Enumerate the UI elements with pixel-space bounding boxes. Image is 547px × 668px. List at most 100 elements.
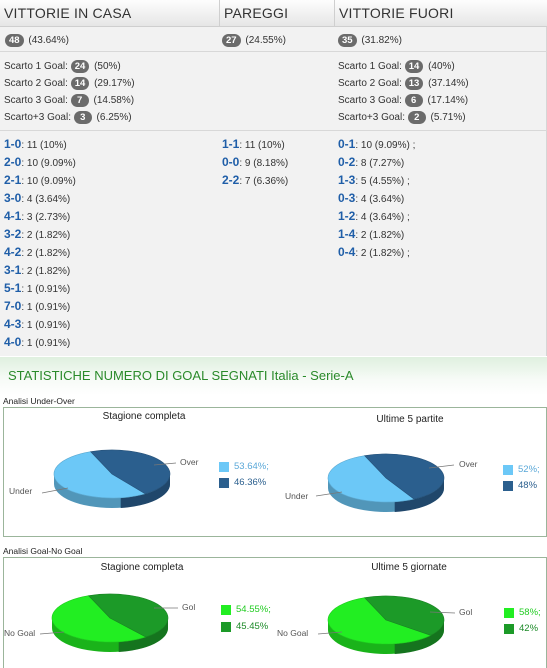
score-row: 1-4: 2 (1.82%)	[338, 227, 404, 241]
pie-leader-line	[429, 611, 456, 614]
score-value: 4-2	[4, 245, 22, 259]
under-over-season-over-tag: Over	[180, 457, 199, 467]
legend-row: 54.55%;	[221, 604, 271, 615]
legend-swatch	[503, 464, 513, 475]
legend-value: 48%	[518, 480, 538, 491]
score-value: 2-0	[4, 155, 22, 169]
divider	[0, 130, 547, 131]
score-row: 4-3: 1 (0.91%)	[4, 317, 70, 331]
score-value: 5-1	[4, 281, 22, 295]
margin-label: Scarto 1 Goal:	[4, 61, 68, 72]
score-row: 0-4: 2 (1.82%) ;	[338, 245, 410, 259]
score-detail: : 11 (10%)	[21, 140, 67, 151]
score-detail: : 10 (9.09%) ;	[355, 140, 416, 151]
margin-badge: 7	[70, 94, 89, 107]
home-total: 48 (43.64%)	[5, 34, 69, 48]
margin-pct: (40%)	[428, 61, 455, 72]
legend-value: 45.45%	[236, 621, 269, 632]
pie-side-slice	[394, 620, 445, 654]
score-detail: : 1 (0.91%)	[21, 284, 71, 295]
score-row: 2-1: 10 (9.09%)	[4, 173, 76, 187]
score-row: 1-3: 5 (4.55%) ;	[338, 173, 410, 187]
score-value: 2-1	[4, 173, 22, 187]
legend-row: 45.45%	[221, 621, 268, 632]
margin-badge: 14	[404, 60, 424, 73]
margin-badge: 14	[70, 77, 90, 90]
legend-swatch	[219, 461, 229, 472]
score-value: 0-3	[338, 191, 356, 205]
pie-slice-gol	[364, 595, 445, 636]
pie-leader-line	[315, 491, 343, 497]
legend-swatch	[504, 607, 514, 618]
column-separator	[219, 0, 220, 27]
score-detail: : 2 (1.82%)	[21, 266, 71, 277]
score-detail: : 3 (2.73%)	[21, 212, 71, 223]
pie-slice-no-goal	[51, 595, 147, 643]
score-value: 4-1	[4, 209, 22, 223]
score-value: 1-1	[222, 137, 240, 151]
results-table: VITTORIE IN CASA PAREGGI VITTORIE FUORI …	[0, 0, 547, 356]
pie-slice-gol	[88, 593, 169, 638]
pie-slice-no-goal	[327, 597, 432, 645]
score-value: 3-2	[4, 227, 22, 241]
header-draws: PAREGGI	[220, 0, 334, 27]
margin-pct: (50%)	[94, 61, 121, 72]
under-over-season-title: Stagione completa	[102, 411, 186, 422]
under-over-recent-pie	[315, 453, 455, 512]
score-row: 3-0: 4 (3.64%)	[4, 191, 70, 205]
goal-nogoal-recent-title: Ultime 5 giornate	[371, 562, 447, 573]
score-detail: : 1 (0.91%)	[21, 320, 71, 331]
score-value: 3-1	[4, 263, 22, 277]
score-row: 2-2: 7 (6.36%)	[222, 173, 288, 187]
under-over-season-under-tag: Under	[9, 486, 33, 496]
score-detail: : 2 (1.82%)	[21, 248, 71, 259]
pie-side-slice	[120, 474, 171, 508]
score-row: 1-2: 4 (3.64%) ;	[338, 209, 410, 223]
goal-nogoal-season-gol-tag: Gol	[182, 602, 196, 612]
score-row: 7-0: 1 (0.91%)	[4, 299, 70, 313]
score-row: 4-2: 2 (1.82%)	[4, 245, 70, 259]
header-away-wins-label: VITTORIE FUORI	[339, 5, 454, 21]
score-detail: : 8 (7.27%)	[355, 158, 405, 169]
legend-row: 42%	[504, 623, 538, 634]
goal-nogoal-panel: Stagione completa Ultime 5 giornate Gol …	[3, 557, 547, 668]
margin-pct: (37.14%)	[428, 78, 469, 89]
away-margin-row: Scarto 1 Goal: 14 (40%)	[338, 60, 455, 74]
margin-label: Scarto 3 Goal:	[338, 95, 402, 106]
score-detail: : 5 (4.55%) ;	[355, 176, 410, 187]
home-margin-row: Scarto+3 Goal: 3 (6.25%)	[4, 111, 132, 125]
margin-label: Scarto 2 Goal:	[338, 78, 402, 89]
score-row: 1-1: 11 (10%)	[222, 137, 285, 151]
score-row: 5-1: 1 (0.91%)	[4, 281, 70, 295]
goal-nogoal-season-pie	[39, 593, 178, 652]
legend-value: 52%;	[518, 464, 540, 475]
score-detail: : 9 (8.18%)	[239, 158, 289, 169]
score-detail: : 1 (0.91%)	[21, 338, 71, 349]
margin-label: Scarto+3 Goal:	[338, 112, 405, 123]
under-over-season-pie	[41, 449, 177, 508]
under-over-panel: Stagione completa Ultime 5 partite Over …	[3, 407, 547, 537]
away-total: 35 (31.82%)	[338, 34, 402, 48]
score-row: 2-0: 10 (9.09%)	[4, 155, 76, 169]
draw-total-badge: 27	[222, 34, 241, 47]
pie-side-slice	[118, 618, 169, 652]
divider	[0, 51, 547, 52]
score-row: 4-1: 3 (2.73%)	[4, 209, 70, 223]
score-detail: : 11 (10%)	[239, 140, 285, 151]
goal-nogoal-recent-gol-tag: Gol	[459, 607, 473, 617]
draw-total: 27 (24.55%)	[222, 34, 286, 48]
score-detail: : 4 (3.64%)	[355, 194, 405, 205]
header-home-wins: VITTORIE IN CASA	[0, 0, 219, 27]
header-draws-label: PAREGGI	[224, 5, 289, 21]
legend-row: 52%;	[503, 464, 540, 475]
under-over-panel-label: Analisi Under-Over	[3, 396, 75, 406]
header-away-wins: VITTORIE FUORI	[335, 0, 547, 27]
goal-nogoal-recent-pie	[317, 595, 456, 654]
score-value: 0-0	[222, 155, 240, 169]
goal-nogoal-panel-label: Analisi Goal-No Goal	[3, 546, 83, 556]
legend-swatch	[221, 621, 231, 632]
home-total-pct: (43.64%)	[28, 35, 69, 46]
legend-row: 58%;	[504, 607, 541, 618]
score-row: 3-1: 2 (1.82%)	[4, 263, 70, 277]
legend-swatch	[503, 480, 513, 491]
